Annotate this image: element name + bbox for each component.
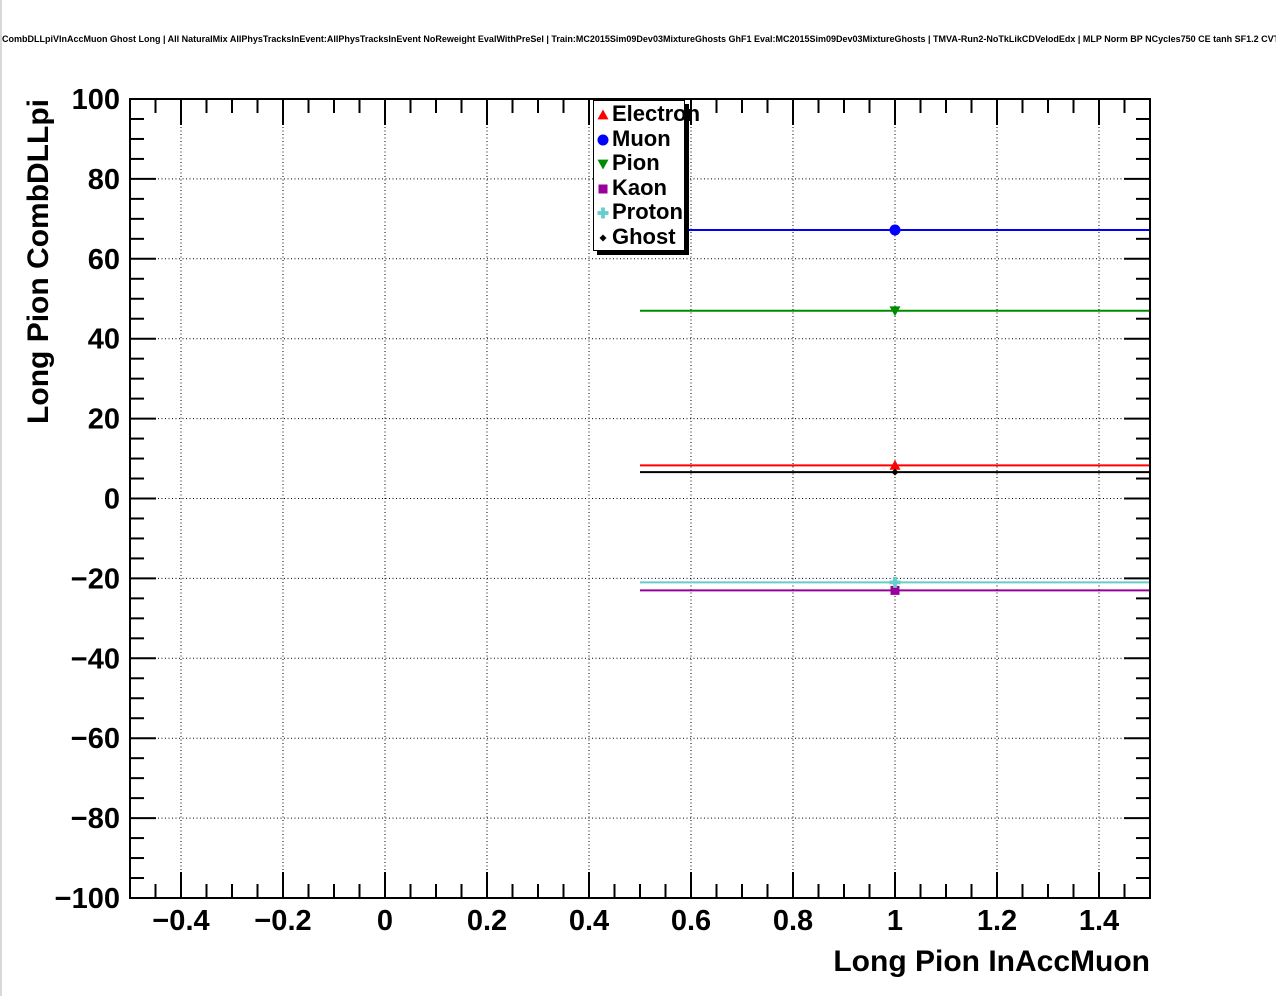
axis-ticks: [130, 98, 1150, 899]
series-marker-pion: [889, 306, 901, 317]
series-marker-ghost: [891, 468, 899, 476]
y-tick-labels: 100 80 60 40 20 0 −20 −40 −60 −80 −100: [55, 84, 120, 915]
y-tick-label: −60: [71, 723, 120, 755]
x-tick-label: −0.2: [254, 905, 311, 937]
y-tick-label: 40: [88, 324, 120, 356]
ghost-marker-icon: [599, 234, 607, 242]
plot-content: −0.4 −0.2 0 0.2 0.4 0.6 0.8 1 1.2 1.4 100 80 60 40 20 0…: [55, 84, 1151, 937]
legend-label-proton: Proton: [612, 199, 683, 225]
x-tick-label: 1.4: [1079, 905, 1119, 937]
x-tick-label: 0: [377, 905, 393, 937]
gridlines: [130, 99, 1150, 898]
y-tick-label: −40: [71, 643, 120, 675]
y-tick-label: 0: [104, 484, 120, 516]
legend-label-kaon: Kaon: [612, 174, 667, 200]
legend-item-kaon: Kaon: [594, 174, 684, 201]
x-tick-label: 1.2: [977, 905, 1017, 937]
plot-title: CombDLLpiVInAccMuon Ghost Long | All Nat…: [2, 34, 1276, 44]
legend-label-pion: Pion: [612, 150, 660, 176]
legend-box: Electron Muon Pion Kaon Proton Ghost: [593, 100, 700, 251]
x-tick-label: −0.4: [152, 905, 209, 937]
x-axis-title: Long Pion InAccMuon: [833, 945, 1150, 978]
legend-item-proton: Proton: [594, 200, 684, 225]
legend-label-ghost: Ghost: [612, 223, 676, 249]
y-tick-label: 60: [88, 244, 120, 276]
proton-marker-icon: [597, 207, 609, 219]
legend-item-pion: Pion: [594, 151, 684, 176]
x-tick-labels: −0.4 −0.2 0 0.2 0.4 0.6 0.8 1 1.2 1.4: [152, 905, 1119, 937]
y-axis-title: Long Pion CombDLLpi: [22, 99, 55, 424]
muon-marker-icon: [597, 134, 609, 146]
pion-marker-icon: [597, 159, 609, 170]
y-tick-label: −20: [71, 563, 120, 595]
legend-item-ghost: Ghost: [594, 223, 684, 250]
kaon-marker-icon: [598, 184, 608, 194]
legend-item-electron: Electron: [594, 102, 700, 127]
series-marker-muon: [889, 224, 901, 236]
x-tick-label: 0.2: [467, 905, 507, 937]
data-series: [640, 224, 1150, 595]
y-tick-label: 100: [72, 84, 120, 116]
x-tick-label: 1: [887, 905, 903, 937]
electron-marker-icon: [597, 109, 609, 120]
legend-label-electron: Electron: [612, 101, 701, 127]
legend-label-muon: Muon: [612, 125, 671, 151]
y-tick-label: 80: [88, 164, 120, 196]
y-tick-label: −80: [71, 803, 120, 835]
x-tick-label: 0.4: [569, 905, 609, 937]
legend-item-muon: Muon: [594, 125, 684, 152]
series-marker-kaon: [890, 585, 900, 595]
series-marker-proton: [889, 576, 901, 588]
x-tick-label: 0.8: [773, 905, 813, 937]
y-tick-label: −100: [55, 883, 120, 915]
x-tick-label: 0.6: [671, 905, 711, 937]
series-marker-electron: [889, 459, 901, 470]
y-tick-label: 20: [88, 404, 120, 436]
